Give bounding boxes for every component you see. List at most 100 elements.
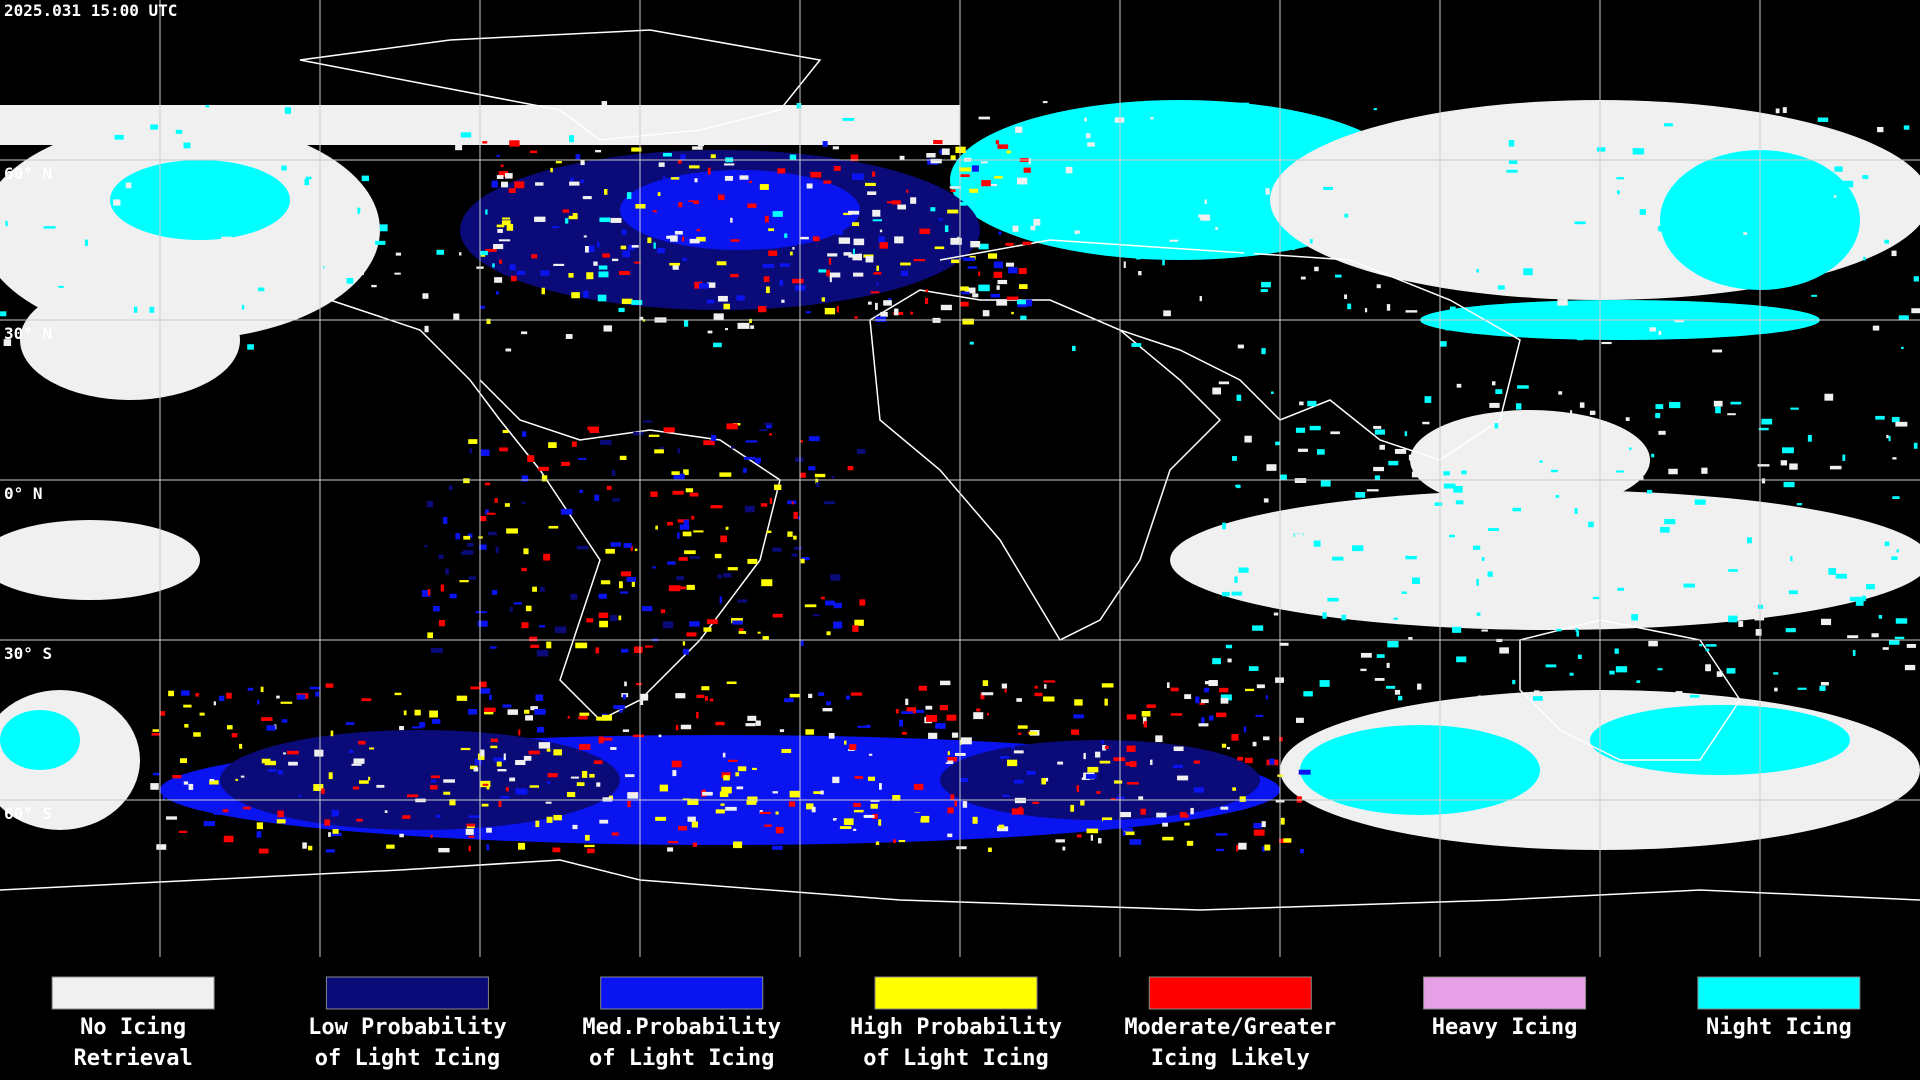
speckle	[1086, 828, 1099, 834]
speckle	[361, 271, 364, 276]
speckle	[906, 189, 909, 193]
speckle	[482, 783, 489, 786]
speckle	[1660, 526, 1670, 533]
speckle	[667, 561, 676, 565]
speckle	[529, 785, 540, 788]
speckle	[1394, 448, 1407, 454]
speckle	[658, 162, 665, 167]
speckle	[1150, 759, 1153, 765]
speckle	[765, 424, 772, 429]
speckle	[880, 773, 888, 778]
speckle	[523, 548, 529, 555]
speckle	[531, 254, 538, 259]
speckle	[91, 203, 96, 208]
speckle	[1469, 517, 1473, 522]
speckle	[509, 140, 520, 147]
speckle	[1658, 430, 1666, 435]
speckle	[1781, 604, 1788, 612]
speckle	[680, 724, 692, 730]
speckle	[1655, 412, 1661, 419]
speckle	[1279, 736, 1283, 742]
speckle	[1216, 848, 1225, 852]
speckle	[1903, 125, 1910, 130]
speckle	[1727, 413, 1736, 416]
speckle	[1126, 782, 1139, 785]
speckle	[1820, 682, 1829, 686]
speckle	[597, 294, 607, 302]
speckle	[1631, 614, 1639, 621]
speckle	[618, 270, 630, 275]
speckle	[309, 686, 321, 690]
speckle	[1294, 533, 1304, 540]
speckle	[867, 776, 876, 781]
speckle	[487, 531, 497, 536]
speckle	[1443, 483, 1456, 489]
speckle	[1376, 284, 1381, 289]
speckle	[1901, 346, 1904, 349]
speckle	[1129, 839, 1142, 845]
speckle	[1456, 383, 1462, 388]
speckle	[150, 124, 159, 130]
speckle	[263, 813, 271, 817]
speckle	[572, 824, 578, 830]
speckle	[643, 420, 653, 423]
speckle	[930, 207, 936, 212]
speckle	[933, 140, 943, 145]
speckle	[634, 261, 641, 264]
speckle	[1253, 829, 1265, 836]
speckle	[689, 492, 699, 497]
latitude-labels: 60° N 30° N 0° N 30° S 60° S	[4, 164, 52, 823]
speckle	[928, 732, 938, 739]
speckle	[828, 257, 832, 265]
speckle	[1886, 434, 1889, 439]
speckle	[1775, 561, 1786, 566]
speckle	[247, 344, 254, 350]
speckle	[1077, 233, 1083, 240]
speckle	[832, 776, 840, 784]
speckle	[1555, 494, 1560, 498]
speckle	[618, 307, 625, 313]
speckle	[995, 140, 1000, 145]
speckle	[529, 636, 538, 642]
speckle	[521, 501, 526, 504]
speckle	[683, 469, 689, 476]
speckle	[1744, 596, 1751, 600]
legend-label: Med.Probability	[582, 1015, 781, 1040]
cloud-region	[20, 280, 240, 400]
speckle	[1360, 652, 1372, 658]
speckle	[1493, 600, 1496, 604]
speckle	[822, 707, 833, 712]
speckle	[674, 230, 683, 235]
speckle	[710, 154, 716, 159]
speckle	[725, 526, 729, 530]
speckle	[696, 228, 700, 232]
speckle	[479, 688, 491, 694]
speckle	[1405, 310, 1418, 313]
speckle	[67, 279, 74, 284]
speckle	[1374, 678, 1385, 681]
speckle	[834, 165, 841, 171]
speckle	[582, 196, 592, 200]
speckle	[547, 773, 558, 778]
speckle	[539, 625, 546, 628]
speckle	[960, 286, 966, 291]
speckle	[496, 175, 504, 179]
speckle	[1891, 556, 1898, 561]
speckle	[671, 760, 682, 768]
speckle	[993, 271, 1003, 278]
speckle	[694, 178, 698, 183]
speckle	[980, 161, 988, 164]
speckle	[829, 272, 841, 278]
speckle	[438, 554, 444, 559]
speckle	[1244, 688, 1255, 692]
speckle	[605, 548, 615, 554]
speckle	[978, 116, 990, 120]
speckle	[1203, 687, 1210, 693]
speckle	[959, 167, 971, 172]
speckle	[1020, 315, 1027, 320]
speckle	[715, 721, 725, 726]
speckle	[806, 803, 814, 810]
speckle	[178, 830, 188, 834]
speckle	[84, 239, 88, 246]
speckle	[827, 830, 830, 836]
